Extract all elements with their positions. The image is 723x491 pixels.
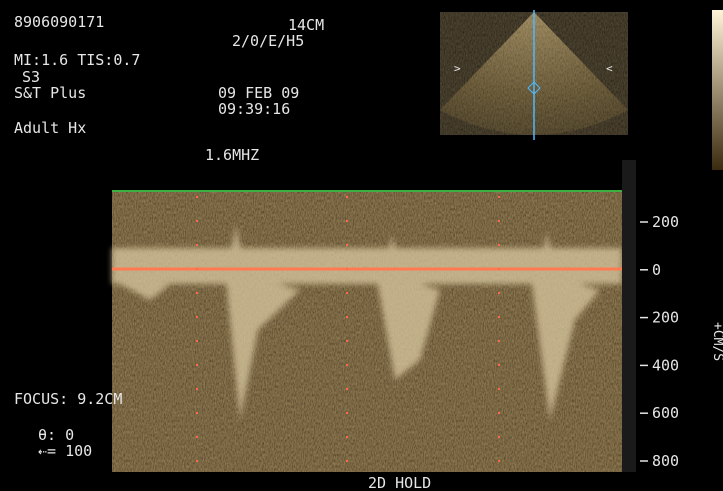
svg-text:<: < [606, 62, 613, 75]
doppler-spectrum [112, 160, 636, 472]
scale-unit: +CM/S [710, 322, 723, 361]
scale-label: 0 [652, 261, 661, 279]
filter: ⇠= 100 [38, 442, 92, 460]
ultrasound-screen: > < 200 0 200 400 600 800 8906090171 MI:1.6 TI… [0, 0, 723, 491]
patient-id: 8906090171 [14, 13, 104, 31]
svg-text:>: > [454, 62, 461, 75]
scale-label: 600 [652, 404, 679, 422]
focus: FOCUS: 9.2CM [14, 390, 122, 408]
scale-label: 800 [652, 452, 679, 470]
scale-label: 200 [652, 213, 679, 231]
mi-tis: MI:1.6 TIS:0.7 [14, 51, 140, 69]
scale-label: 200 [652, 309, 679, 327]
gray-bar [712, 10, 723, 170]
status: 2D HOLD [368, 474, 431, 491]
scale-label: 400 [652, 356, 679, 374]
time: 09:39:16 [218, 100, 290, 118]
preset: S&T Plus [14, 84, 86, 102]
preset: Adult Hx [14, 119, 86, 137]
frequency: 1.6MHZ [205, 146, 259, 164]
mode: 2/0/E/H5 [232, 32, 304, 50]
